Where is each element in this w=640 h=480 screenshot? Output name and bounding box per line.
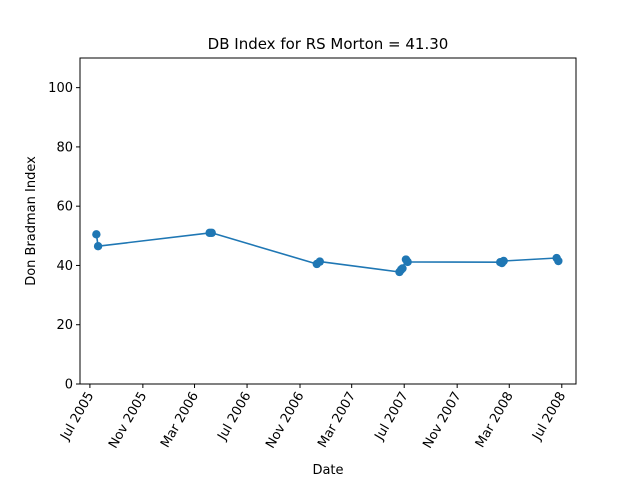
y-axis-title: Don Bradman Index <box>24 156 39 286</box>
x-tick-label: Jul 2007 <box>372 390 412 444</box>
x-axis-title: Date <box>312 463 343 478</box>
y-tick-label: 80 <box>56 140 73 155</box>
data-point <box>554 256 563 266</box>
data-point <box>398 264 407 273</box>
x-tick-label: Nov 2007 <box>420 390 464 452</box>
y-tick-label: 60 <box>56 200 73 215</box>
y-tick-label: 20 <box>56 318 73 333</box>
y-axis: 0 20 40 60 80 100 <box>48 81 80 393</box>
y-tick-label: 100 <box>48 81 73 96</box>
data-point <box>93 241 103 251</box>
data-point <box>315 257 325 266</box>
plot-background <box>80 58 576 384</box>
data-point <box>499 256 508 266</box>
series-layer <box>92 228 563 277</box>
x-tick-label: Mar 2008 <box>473 390 517 451</box>
plot-frame <box>79 57 577 385</box>
x-tick-label: Nov 2005 <box>106 390 150 452</box>
x-tick-label: Mar 2007 <box>315 390 359 451</box>
data-point <box>403 257 412 267</box>
x-tick-label: Jul 2005 <box>57 390 97 444</box>
x-tick-label: Jul 2006 <box>215 390 255 444</box>
x-axis: Jul 2005 Nov 2005 Mar 2006 Jul 2006 Nov 2006… <box>57 384 569 451</box>
y-tick-label: 40 <box>56 259 73 274</box>
data-point <box>207 228 216 238</box>
x-tick-label: Nov 2006 <box>263 390 307 452</box>
x-tick-label: Jul 2008 <box>529 390 569 444</box>
data-point <box>92 230 101 239</box>
chart-title: DB Index for RS Morton = 41.30 <box>208 35 449 53</box>
x-tick-label: Mar 2006 <box>158 390 202 451</box>
y-tick-label: 0 <box>65 378 73 393</box>
